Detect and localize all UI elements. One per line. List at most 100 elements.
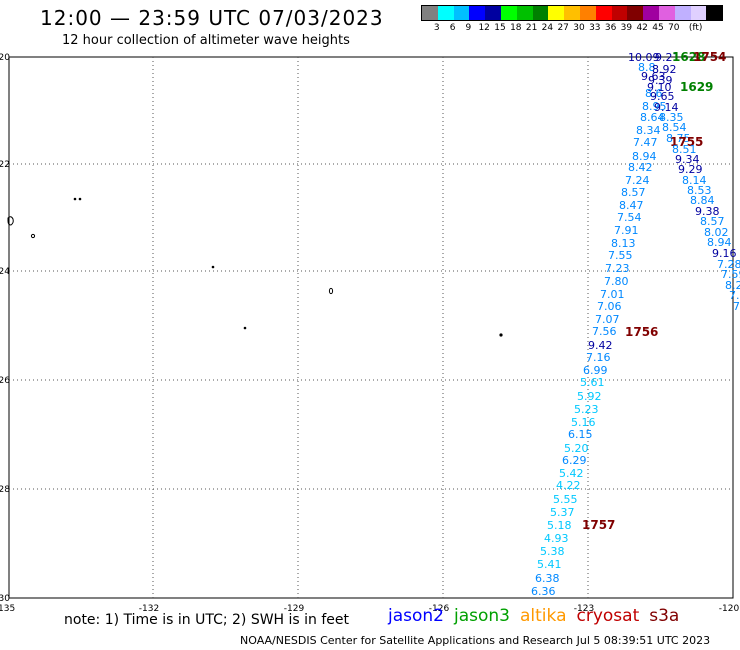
satellite-label-jason2: jason2 (388, 606, 444, 626)
wave-height-label: 8.94 (632, 150, 657, 163)
wave-height-label: 7.56 (592, 325, 617, 338)
wave-height-label: 8.02 (704, 226, 729, 239)
map-grid (8, 56, 734, 599)
wave-height-label: 9.14 (654, 101, 679, 114)
wave-height-label: 8.53 (687, 184, 712, 197)
island (499, 333, 503, 337)
legend-tick-label: 70 (668, 23, 680, 33)
wave-height-label: 8.64 (640, 111, 665, 124)
wave-height-label: 7.91 (614, 224, 639, 237)
y-tick-label: -26 (0, 376, 10, 386)
island (73, 197, 77, 201)
island (328, 287, 334, 295)
legend-swatch (690, 6, 707, 20)
x-axis-ticks: -135 -132 -129 -126 -123 -120 (0, 604, 739, 614)
legend-swatch (516, 6, 533, 20)
legend-swatch (706, 6, 723, 20)
wave-height-label: 10.09 (628, 51, 660, 64)
wave-height-label: 7.16 (586, 351, 611, 364)
wave-height-label: 7.59 (721, 268, 740, 281)
island (30, 233, 36, 239)
legend-swatch (658, 6, 675, 20)
wave-height-label: 6.38 (535, 572, 560, 585)
legend-tick-label: 18 (510, 23, 522, 33)
wave-height-label: 7.47 (633, 136, 658, 149)
legend-swatch (485, 6, 501, 20)
pass-time-label: 1756 (625, 325, 658, 339)
legend-swatch (469, 6, 486, 20)
wave-height-label: 7.01 (600, 288, 625, 301)
legend-tick-label: 24 (541, 23, 554, 33)
wave-height-label: 8.34 (636, 124, 661, 137)
wave-height-label: 7.28 (717, 258, 740, 271)
wave-height-label: 9.10 (647, 81, 672, 94)
pass-time-label: 1628 (672, 50, 705, 64)
wave-height-label: 6.29 (562, 454, 587, 467)
wave-height-label: 9.34 (675, 153, 700, 166)
legend-tick-label: 3 (433, 23, 440, 33)
satellite-label-s3a: s3a (649, 606, 680, 626)
legend-swatch (627, 6, 644, 20)
legend-swatch (437, 6, 454, 20)
map-frame (8, 56, 734, 599)
legend-tick-label: 39 (620, 23, 633, 33)
wave-height-label: 8.2 (725, 279, 740, 292)
wave-height-label: 8.13 (611, 237, 636, 250)
wave-height-label: 4.93 (544, 532, 569, 545)
wave-height-label: 5.37 (550, 506, 575, 519)
wave-height-label: 5.23 (574, 403, 599, 416)
wave-height-label: 7.24 (625, 174, 650, 187)
island (243, 326, 247, 330)
y-tick-label: -24 (0, 267, 10, 277)
wave-height-label: 8.42 (628, 161, 653, 174)
wave-height-label: 6.36 (531, 585, 556, 598)
legend-swatch (453, 6, 470, 20)
wave-height-label: 8.84 (690, 194, 715, 207)
legend-swatch (579, 6, 596, 20)
wave-height-label: 8.8 (638, 61, 656, 74)
wave-height-label: 7. (729, 289, 740, 302)
legend-swatch (611, 6, 628, 20)
color-legend: 3 6 9 12 15 18 21 24 27 30 33 36 39 42 45 70 (ft) (421, 5, 724, 35)
legend-swatch (500, 6, 517, 20)
map-subtitle: 12 hour collection of altimeter wave hei… (62, 33, 350, 48)
wave-height-label: 5.38 (540, 545, 565, 558)
island (78, 197, 82, 201)
y-tick-label: -30 (0, 594, 10, 604)
wave-height-label: 8.94 (707, 236, 732, 249)
legend-tick-label: 6 (449, 23, 456, 33)
wave-height-label: 8.14 (682, 174, 707, 187)
wave-height-label: 9.29 (678, 163, 703, 176)
island (7, 216, 14, 226)
credit-line: NOAA/NESDIS Center for Satellite Applica… (240, 634, 711, 647)
pass-time-label: 1757 (582, 518, 615, 532)
satellite-label-jason3: jason3 (454, 606, 510, 626)
legend-tick-label: 42 (636, 23, 648, 33)
wave-height-label: 6.99 (583, 364, 608, 377)
legend-tick-label: 12 (478, 23, 490, 33)
x-tick-label: -123 (574, 604, 594, 614)
wave-height-label: 7.06 (597, 300, 622, 313)
x-tick-label: -132 (139, 604, 159, 614)
wave-height-label: 7.23 (605, 262, 630, 275)
wave-height-label: 9.42 (588, 339, 613, 352)
wave-height-label: 8.57 (621, 186, 646, 199)
wave-height-label: 7.54 (617, 211, 642, 224)
wave-height-label: 8.95 (642, 100, 667, 113)
legend-swatch (595, 6, 612, 20)
legend-tick-label: 30 (573, 23, 585, 33)
footnote: note: 1) Time is in UTC; 2) SWH is in fe… (64, 612, 350, 628)
legend-tick-label: 27 (557, 23, 569, 33)
wave-height-label: 9.65 (650, 90, 675, 103)
legend-ticks: 3 6 9 12 15 18 21 24 27 30 33 36 39 42 45 70 (ft) (421, 21, 723, 35)
wave-height-label: 9.38 (695, 205, 720, 218)
wave-height-label: 9.21 (655, 51, 680, 64)
wave-height-label: 7 (733, 300, 740, 313)
legend-swatch (564, 6, 580, 20)
wave-height-label: 8.35 (659, 111, 684, 124)
wave-height-label: 5.16 (571, 416, 596, 429)
wave-height-label: 5.92 (577, 390, 602, 403)
legend-swatch (643, 6, 659, 20)
wave-height-label: 5.20 (564, 442, 589, 455)
x-tick-label: -126 (429, 604, 450, 614)
